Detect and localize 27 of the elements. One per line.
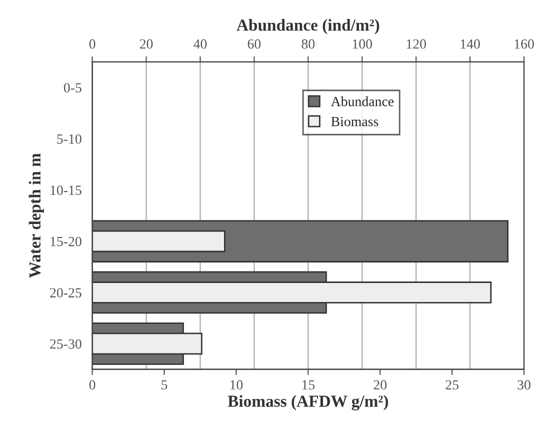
y-tick-label: 10-15 bbox=[50, 186, 82, 195]
x-tick-label: 30 bbox=[518, 380, 530, 390]
x-tick-label: 20 bbox=[374, 380, 387, 390]
x-tick-label: 0 bbox=[89, 380, 96, 390]
legend-label: Biomass bbox=[331, 116, 378, 126]
x2-tick-label: 140 bbox=[460, 39, 480, 49]
y-tick-label: 20-25 bbox=[50, 288, 82, 298]
x2-tick-label: 160 bbox=[514, 39, 534, 49]
y-tick-label: 0-5 bbox=[64, 83, 82, 92]
x-tick-label: 15 bbox=[302, 380, 315, 390]
legend-label: Abundance bbox=[330, 96, 394, 106]
x2-tick-label: 40 bbox=[194, 39, 207, 49]
x-tick-label: 25 bbox=[446, 380, 458, 390]
x2-tick-label: 100 bbox=[352, 39, 372, 49]
x-tick-label: 10 bbox=[230, 380, 243, 390]
y-tick-label: 15-20 bbox=[50, 236, 82, 246]
x-axis-title: Biomass (AFDW g/m²) bbox=[228, 395, 388, 410]
y-axis-title: Water depth in m bbox=[28, 153, 44, 278]
x-tick-label: 5 bbox=[162, 380, 168, 390]
x2-tick-label: 120 bbox=[406, 39, 426, 49]
y-tick-label: 25-30 bbox=[50, 339, 82, 349]
y-tick-label: 5-10 bbox=[57, 134, 82, 144]
x2-axis-title: Abundance (ind/m²) bbox=[236, 19, 380, 34]
x2-tick-label: 0 bbox=[89, 39, 96, 49]
x2-tick-label: 60 bbox=[248, 39, 261, 49]
x2-tick-label: 80 bbox=[302, 39, 315, 49]
x2-tick-label: 20 bbox=[140, 39, 153, 49]
